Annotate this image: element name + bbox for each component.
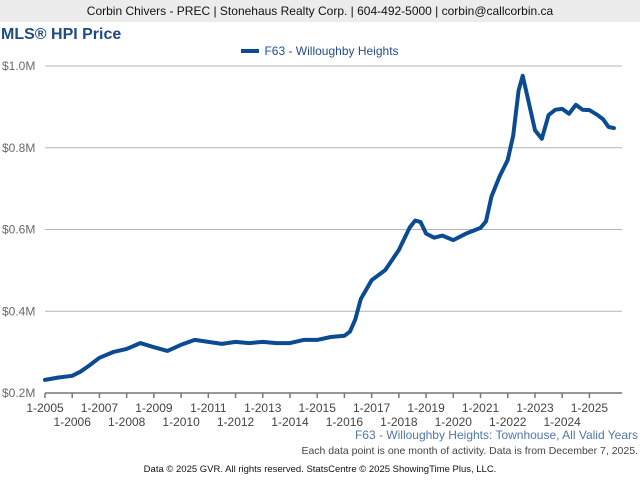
x-tick-label: 1-2016: [326, 415, 364, 429]
x-tick-label: 1-2019: [407, 401, 445, 415]
x-tick-label: 1-2006: [54, 415, 92, 429]
series-line: [43, 73, 616, 382]
x-tick-label: 1-2021: [462, 401, 500, 415]
data-note: Each data point is one month of activity…: [301, 445, 638, 457]
x-tick-label: 1-2014: [271, 415, 309, 429]
legend-swatch: [241, 48, 260, 53]
y-tick-label: $0.6M: [2, 223, 35, 237]
legend: F63 - Willoughby Heights: [0, 44, 640, 58]
x-tick-label: 1-2007: [81, 401, 119, 415]
agent-banner: Corbin Chivers - PREC | Stonehaus Realty…: [0, 0, 640, 22]
x-tick-label: 1-2024: [543, 415, 581, 429]
x-tick-label: 1-2020: [435, 415, 473, 429]
y-tick-label: $1.0M: [2, 59, 35, 73]
chart-subtitle: F63 - Willoughby Heights: Townhouse, All…: [354, 428, 638, 442]
x-tick-label: 1-2025: [571, 401, 609, 415]
x-tick-label: 1-2010: [162, 415, 200, 429]
x-tick-label: 1-2015: [299, 401, 337, 415]
x-tick-label: 1-2005: [26, 401, 64, 415]
y-tick-label: $0.8M: [2, 141, 35, 155]
x-tick-label: 1-2017: [353, 401, 391, 415]
x-tick-label: 1-2009: [135, 401, 173, 415]
x-tick-label: 1-2011: [190, 401, 227, 415]
y-tick-label: $0.4M: [2, 304, 35, 318]
x-tick-label: 1-2023: [516, 401, 554, 415]
x-tick-label: 1-2022: [489, 415, 527, 429]
chart-title: MLS® HPI Price: [1, 26, 122, 43]
copyright-footer: Data © 2025 GVR. All rights reserved. St…: [143, 464, 497, 475]
x-tick-label: 1-2013: [244, 401, 282, 415]
x-tick-label: 1-2008: [108, 415, 146, 429]
legend-label: F63 - Willoughby Heights: [264, 44, 399, 58]
x-tick-label: 1-2012: [217, 415, 255, 429]
x-tick-label: 1-2018: [380, 415, 418, 429]
y-tick-label: $0.2M: [2, 386, 35, 400]
